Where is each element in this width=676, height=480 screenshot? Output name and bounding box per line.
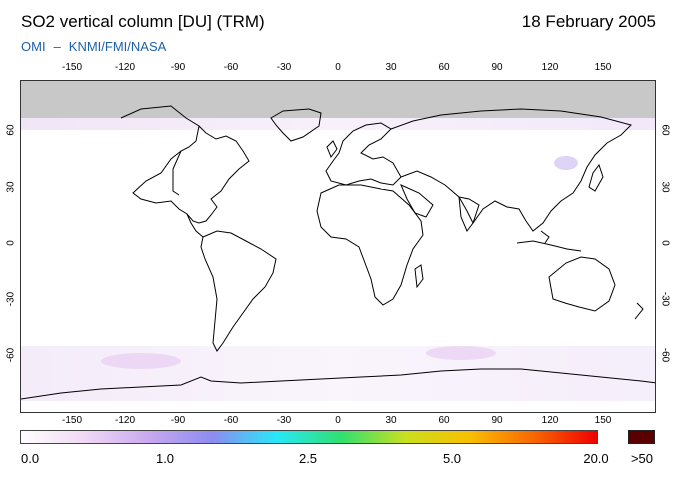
borneo-outline [540,230,550,244]
color-scale-label: 20.0 [583,451,609,466]
noise-band-south [21,346,655,401]
so2-patch [426,346,496,360]
lat-tick: -30 [5,291,17,307]
world-map-svg [21,81,655,412]
central-america-outline [186,213,204,238]
no-data-region [21,81,655,118]
lat-tick: 60 [659,124,671,136]
new-zealand-outline [634,302,644,320]
japan-outline [588,163,604,192]
arabia-outline [400,184,434,218]
australia-outline [548,256,616,312]
latitude-ticks-right: 60 30 0 -30 -60 [656,80,674,413]
so2-patch [554,156,578,170]
lon-tick: 30 [385,415,397,426]
longitude-ticks-top: -150 -120 -90 -60 -30 0 30 60 90 120 150 [20,62,656,76]
lat-tick: -30 [659,291,671,307]
map-date: 18 February 2005 [521,12,656,31]
lon-tick: 90 [491,62,503,73]
color-scale-overflow [628,430,655,444]
map-title: SO2 vertical column [DU] (TRM) [21,12,265,31]
british-isles-outline [326,140,338,159]
lat-tick: 30 [659,181,671,193]
lat-tick: 0 [659,240,671,246]
credit-separator: – [53,39,61,54]
lat-tick: 0 [5,240,17,246]
lat-tick: 60 [5,124,17,136]
credit-institutions: KNMI/FMI/NASA [68,39,167,54]
so2-patch [101,353,181,369]
coastlines [21,105,655,400]
north-america-west [172,150,182,196]
lon-tick: -120 [114,415,136,426]
credit-line: OMI – KNMI/FMI/NASA [21,39,166,54]
color-scale-label: 0.0 [21,451,40,466]
lon-tick: 150 [594,62,612,73]
lat-tick: 30 [5,181,17,193]
south-america-outline [200,230,277,352]
lat-tick: -60 [5,347,17,363]
color-scale-bar [20,430,598,444]
lon-tick: -150 [61,415,83,426]
madagascar-outline [414,264,424,289]
indonesia-outline [516,240,582,252]
lon-tick: -90 [170,415,186,426]
lon-tick: 120 [541,62,559,73]
lon-tick: -90 [170,62,186,73]
europe-outline [325,122,402,186]
world-map [20,80,656,413]
lon-tick: -120 [114,62,136,73]
lon-tick: 30 [385,62,397,73]
lon-tick: 0 [335,415,341,426]
latitude-ticks-left: 60 30 0 -30 -60 [2,80,20,413]
noise-band-north [21,118,655,130]
asia-outline [390,108,632,232]
lon-tick: 90 [491,415,503,426]
color-scale-label: 1.0 [155,451,175,466]
lon-tick: -60 [223,415,239,426]
lon-tick: 120 [541,415,559,426]
africa-outline [316,184,424,306]
color-scale-overflow-label: >50 [630,451,654,466]
lon-tick: 0 [335,62,341,73]
lat-tick: -60 [659,347,671,363]
india-outline [458,196,480,232]
credit-instrument: OMI [21,39,46,54]
lon-tick: -60 [223,62,239,73]
color-scale-label: 5.0 [442,451,462,466]
lon-tick: 60 [438,62,450,73]
longitude-ticks-bottom: -150 -120 -90 -60 -30 0 30 60 90 120 150 [20,415,656,429]
lon-tick: -30 [276,415,292,426]
lon-tick: 60 [438,415,450,426]
lon-tick: -30 [276,62,292,73]
greenland-outline [270,108,322,142]
antarctica-outline [21,368,655,400]
color-scale-label: 2.5 [298,451,318,466]
lon-tick: 150 [594,415,612,426]
lon-tick: -150 [61,62,83,73]
